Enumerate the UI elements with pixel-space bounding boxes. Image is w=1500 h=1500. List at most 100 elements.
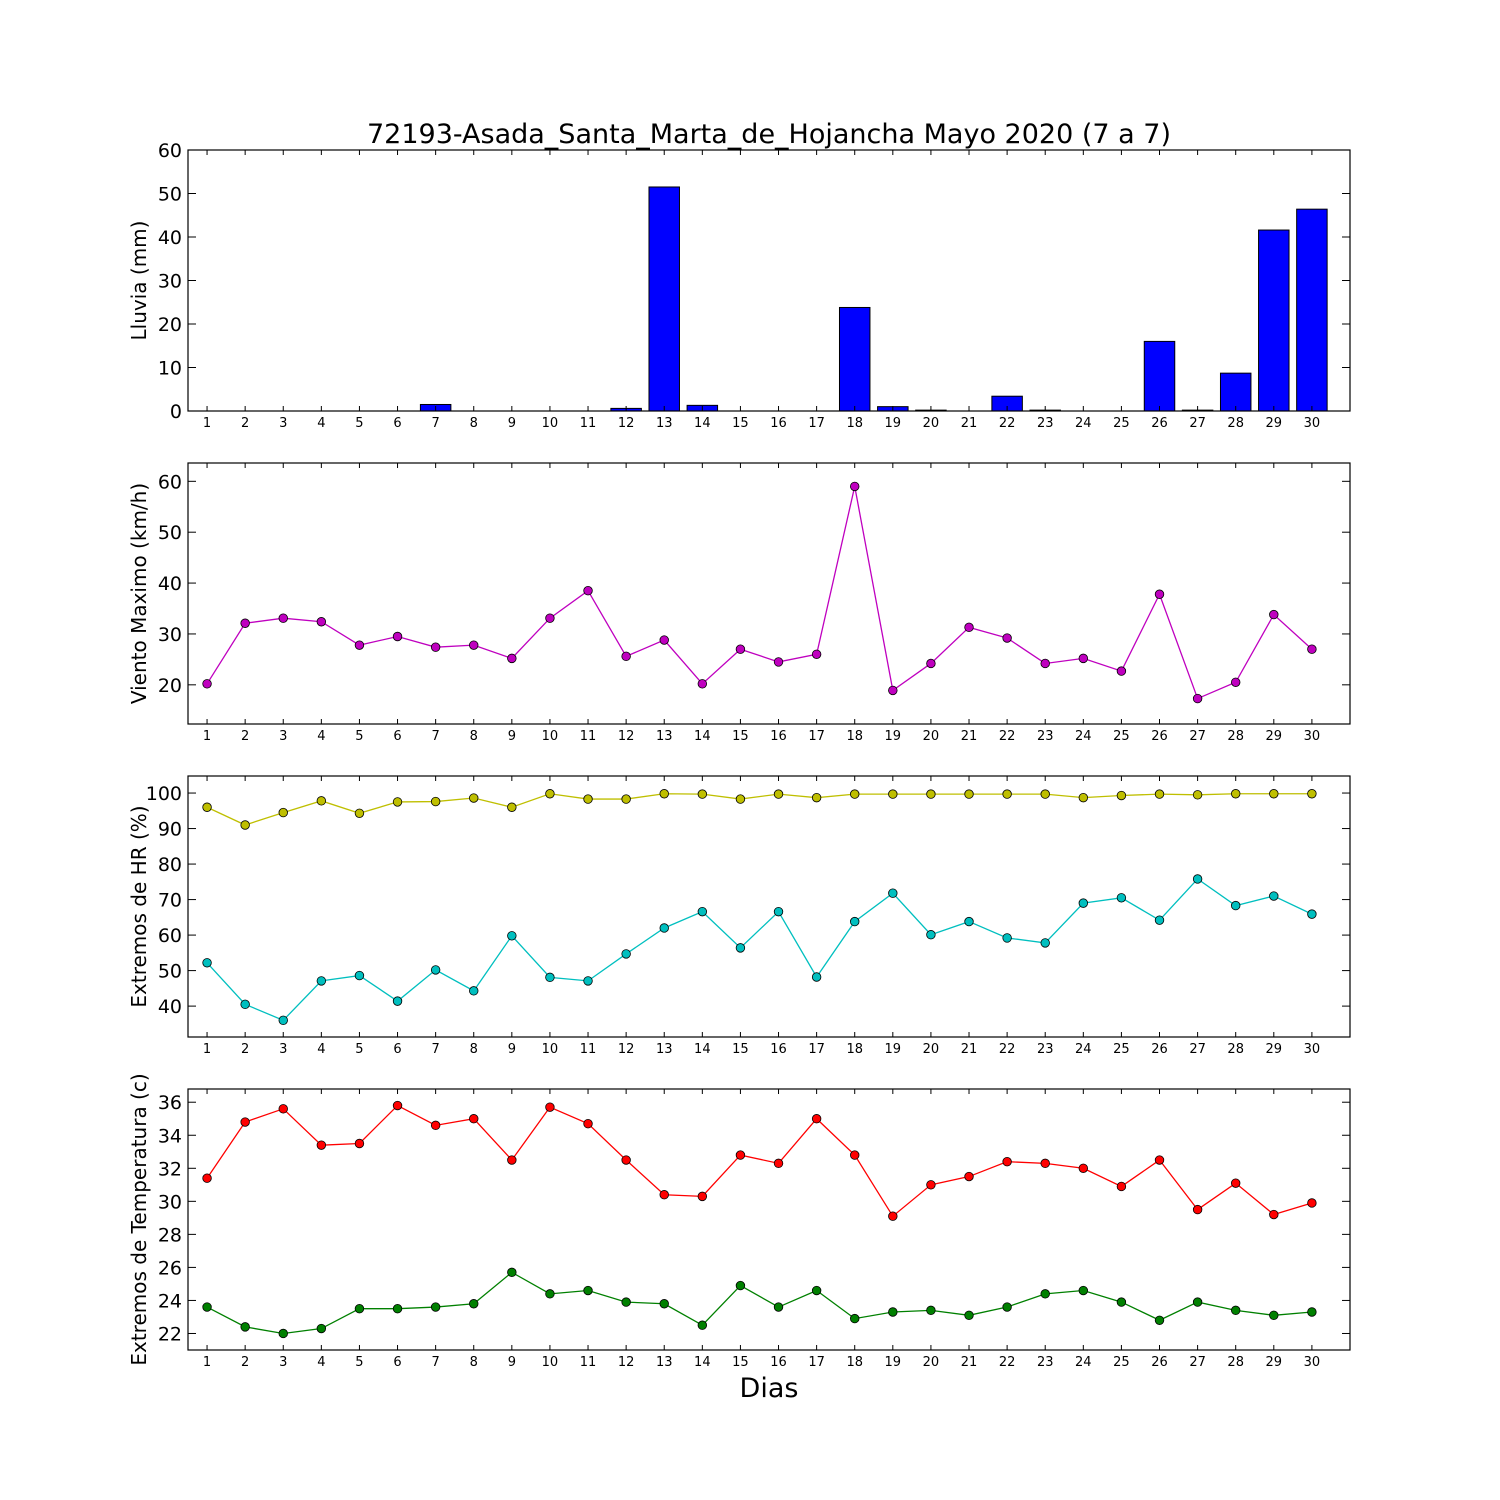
max-wind-axes-frame — [187, 462, 1351, 725]
humidity-extremes-x-tick-label: 14 — [694, 1042, 711, 1057]
humidity-extremes-point — [1230, 900, 1241, 911]
temperature-extremes-point — [621, 1297, 631, 1307]
temperature-extremes-point — [392, 1100, 403, 1111]
temperature-extremes-point — [469, 1114, 479, 1124]
max-wind-x-tick-label: 19 — [885, 729, 902, 744]
humidity-extremes-point — [1040, 789, 1050, 799]
max-wind-point — [354, 640, 365, 650]
rainfall-x-tick-label: 23 — [1037, 416, 1054, 431]
temperature-extremes-point — [1230, 1305, 1241, 1316]
temperature-extremes-point — [1040, 1289, 1050, 1299]
max-wind-y-tick-label: 20 — [158, 675, 182, 697]
humidity-extremes-x-tick-label: 15 — [732, 1042, 749, 1057]
max-wind-point — [1040, 658, 1050, 669]
rainfall-y-tick-label: 60 — [158, 140, 182, 162]
humidity-extremes-y-tick-label: 100 — [146, 783, 182, 805]
temperature-extremes-point — [926, 1180, 936, 1190]
temperature-extremes-point — [392, 1303, 403, 1314]
rainfall-y-axis-label: Lluvia (mm) — [127, 221, 151, 341]
temperature-extremes-point — [1269, 1209, 1279, 1220]
humidity-extremes-x-tick-label: 11 — [580, 1042, 597, 1057]
rainfall-x-tick-label: 11 — [580, 416, 597, 431]
temperature-extremes-point — [735, 1150, 746, 1160]
rainfall-bar — [648, 186, 680, 412]
max-wind-x-tick-label: 12 — [618, 729, 635, 744]
temperature-extremes-panel: 1 2 3 4 5 6 7 8 9 10 11 12 13 14 15 16 17 18 19 20 21 22 23 24 2… — [127, 1073, 1351, 1370]
temperature-extremes-point — [1002, 1156, 1012, 1167]
temperature-extremes-x-tick-label: 16 — [770, 1355, 787, 1370]
temperature-extremes-point — [1192, 1297, 1203, 1307]
rainfall-x-tick-label: 14 — [694, 416, 711, 431]
max-wind-x-tick-label: 29 — [1266, 729, 1283, 744]
max-wind-point — [1230, 677, 1241, 687]
temperature-extremes-point — [1307, 1198, 1317, 1208]
temperature-extremes-point — [240, 1322, 250, 1332]
temperature-extremes-x-tick-label: 15 — [732, 1355, 749, 1370]
rainfall-panel: 1 2 3 4 5 6 7 8 9 10 11 12 13 14 15 16 17 18 19 20 21 22 23 24 2… — [127, 140, 1351, 431]
max-wind-x-tick-label: 21 — [961, 729, 978, 744]
max-wind-point — [430, 642, 441, 652]
x-axis-label: Dias — [740, 1373, 799, 1404]
humidity-extremes-point — [1230, 789, 1241, 799]
rainfall-x-tick-label: 15 — [732, 416, 749, 431]
rainfall-x-tick-label: 13 — [656, 416, 673, 431]
humidity-extremes-point — [278, 1015, 288, 1026]
humidity-extremes-point — [316, 976, 327, 986]
max-wind-panel: 1 2 3 4 5 6 7 8 9 10 11 12 13 14 15 16 17 18 19 20 21 22 23 24 2… — [127, 462, 1351, 744]
max-wind-x-tick-label: 8 — [470, 729, 478, 744]
max-wind-y-tick-label: 30 — [158, 624, 182, 646]
humidity-extremes-x-tick-label: 9 — [508, 1042, 516, 1057]
temperature-extremes-x-tick-label: 20 — [923, 1355, 940, 1370]
rainfall-x-tick-label: 16 — [770, 416, 787, 431]
humidity-extremes-point — [1154, 789, 1165, 799]
humidity-extremes-x-tick-label: 24 — [1075, 1042, 1092, 1057]
rainfall-x-tick-label: 29 — [1266, 416, 1283, 431]
temperature-extremes-x-tick-label: 13 — [656, 1355, 673, 1370]
humidity-extremes-point — [697, 789, 708, 799]
temperature-extremes-point — [964, 1310, 974, 1321]
max-wind-point — [1002, 633, 1012, 643]
temperature-extremes-series-line — [206, 1104, 1313, 1218]
humidity-extremes-axes-frame — [187, 775, 1351, 1038]
temperature-extremes-point — [964, 1171, 974, 1182]
max-wind-point — [240, 618, 250, 628]
temperature-extremes-point — [583, 1285, 593, 1296]
rainfall-x-tick-label: 4 — [317, 416, 325, 431]
max-wind-x-tick-label: 30 — [1304, 729, 1321, 744]
humidity-extremes-point — [773, 789, 784, 799]
humidity-extremes-x-tick-label: 19 — [885, 1042, 902, 1057]
rainfall-bar — [1219, 372, 1252, 412]
humidity-extremes-point — [354, 808, 365, 818]
temperature-extremes-point — [773, 1158, 784, 1169]
max-wind-point — [1269, 609, 1279, 620]
temperature-extremes-point — [1192, 1204, 1203, 1215]
rainfall-x-tick-label: 22 — [999, 416, 1016, 431]
humidity-extremes-point — [469, 986, 479, 996]
rainfall-x-tick-label: 30 — [1304, 416, 1321, 431]
rainfall-x-tick-label: 20 — [923, 416, 940, 431]
temperature-extremes-point — [316, 1140, 327, 1150]
max-wind-x-tick-label: 11 — [580, 729, 597, 744]
humidity-extremes-x-tick-label: 29 — [1266, 1042, 1283, 1057]
temperature-extremes-y-tick-label: 32 — [158, 1158, 182, 1180]
temperature-extremes-point — [430, 1302, 441, 1312]
rainfall-y-tick-label: 40 — [158, 227, 182, 249]
temperature-extremes-point — [888, 1211, 898, 1221]
rainfall-x-tick-label: 26 — [1151, 416, 1168, 431]
temperature-extremes-y-axis-label: Extremos de Temperatura (c) — [127, 1073, 151, 1365]
humidity-extremes-point — [202, 958, 212, 968]
humidity-extremes-x-tick-label: 27 — [1189, 1042, 1206, 1057]
humidity-extremes-point — [735, 794, 746, 804]
max-wind-x-tick-label: 10 — [542, 729, 559, 744]
humidity-extremes-point — [850, 916, 860, 927]
humidity-extremes-point — [1078, 898, 1089, 908]
temperature-extremes-x-tick-label: 3 — [279, 1355, 287, 1370]
rainfall-x-tick-label: 5 — [355, 416, 363, 431]
humidity-extremes-point — [240, 999, 250, 1010]
max-wind-point — [659, 635, 669, 645]
temperature-extremes-point — [1040, 1158, 1050, 1169]
humidity-extremes-point — [1269, 789, 1279, 799]
rainfall-bar — [1258, 229, 1290, 412]
humidity-extremes-point — [621, 794, 631, 804]
temperature-extremes-x-tick-label: 14 — [694, 1355, 711, 1370]
